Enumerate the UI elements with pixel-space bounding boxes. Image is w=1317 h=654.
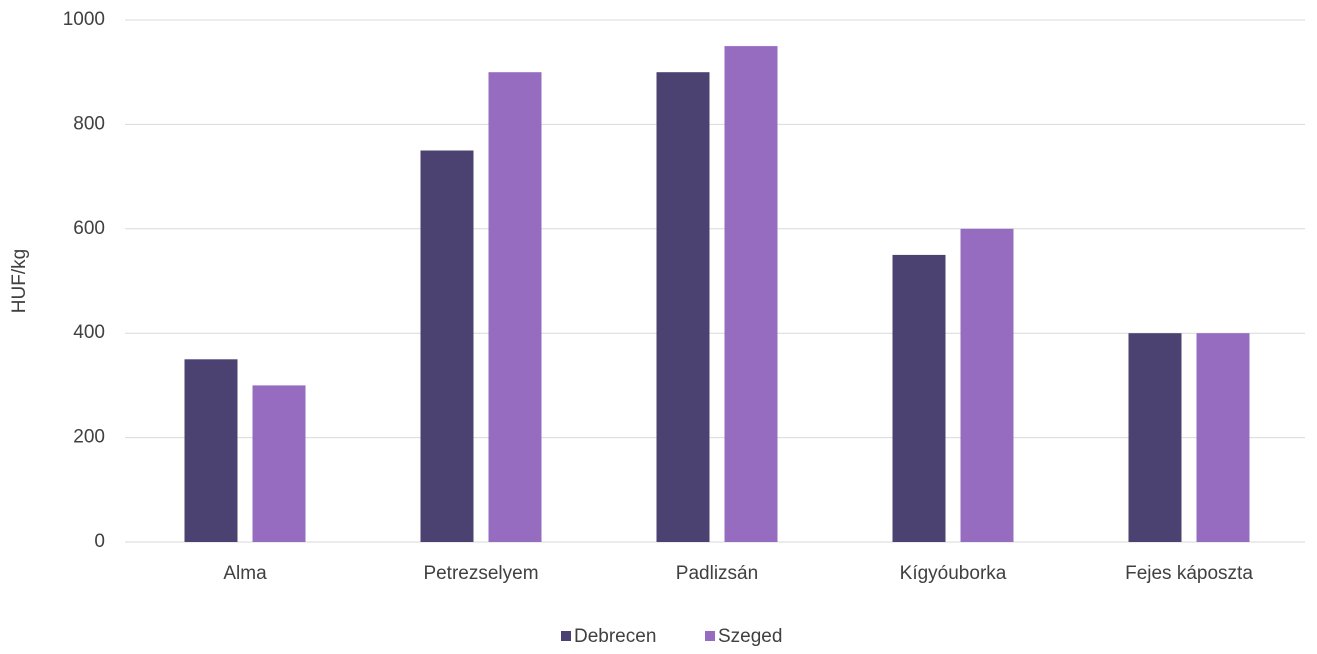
x-tick-label: Fejes káposzta [1125,563,1253,584]
y-tick-label: 200 [73,427,105,448]
legend-label: Szeged [718,626,782,647]
y-tick-label: 800 [73,113,105,134]
y-tick-label: 400 [73,322,105,343]
y-axis-label: HUF/kg [9,249,30,313]
bar [960,228,1014,543]
x-tick-label: Kígyóuborka [900,563,1007,584]
bar [420,150,474,542]
y-tick-label: 600 [73,218,105,239]
bar [184,359,238,542]
x-tick-label: Petrezselyem [423,563,538,584]
legend-label: Debrecen [574,626,656,647]
bar [1128,333,1182,542]
x-tick-label: Padlizsán [676,563,758,584]
bar [724,46,778,542]
y-tick-label: 1000 [63,9,105,30]
legend-swatch [561,631,571,641]
legend-swatch [705,631,715,641]
bar [488,72,542,542]
bar [656,72,710,542]
x-tick-label: Alma [223,563,267,584]
bar [1196,333,1250,542]
bar [892,254,946,542]
bar [252,385,306,542]
y-tick-label: 0 [94,531,105,552]
